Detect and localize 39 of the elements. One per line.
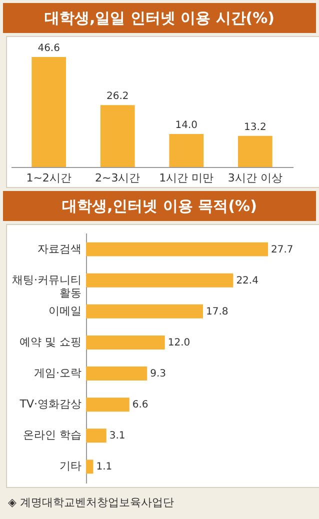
text: ◈ 계명대학교벤처창업보육사업단 — [7, 495, 175, 511]
x-tick-label: 2~3시간 — [95, 172, 140, 184]
bar — [86, 304, 203, 318]
y-tick-label: 온라인 학습 — [23, 428, 82, 442]
data-label: 26.2 — [106, 91, 129, 102]
bar — [238, 136, 272, 167]
data-label: 1.1 — [96, 462, 112, 473]
data-label: 46.6 — [38, 43, 60, 54]
data-label: 27.7 — [271, 244, 294, 256]
bar — [86, 273, 234, 288]
data-label: 13.2 — [244, 122, 266, 133]
bar — [86, 460, 94, 474]
data-label: 12.0 — [168, 337, 190, 348]
x-tick-label: 1~2시간 — [26, 172, 72, 184]
bar — [86, 242, 268, 256]
y-tick-label: 기타 — [60, 460, 82, 473]
x-tick-label: 1시간 미만 — [159, 172, 214, 184]
y-tick-label: 자료검색 — [38, 242, 82, 256]
bar — [32, 57, 66, 167]
bar — [86, 335, 165, 350]
chart-title: 대학생,인터넷 이용 목적(%) — [3, 191, 316, 221]
bar — [169, 134, 204, 167]
chart-title: 대학생,일일 인터넷 이용 시간(%) — [3, 3, 316, 33]
y-tick-label: 게임·오락 — [34, 366, 82, 380]
data-label: 9.3 — [150, 368, 166, 380]
data-label: 22.4 — [236, 275, 258, 286]
data-label: 6.6 — [132, 400, 148, 411]
data-label: 3.1 — [109, 430, 126, 442]
bar — [86, 398, 130, 412]
bar — [100, 105, 135, 167]
bar — [86, 366, 148, 381]
y-tick-label: 예약 및 쇼핑 — [20, 335, 82, 348]
data-label: 14.0 — [175, 120, 198, 131]
bar — [86, 428, 106, 443]
y-tick-label: 채팅·커뮤니티 활동 — [12, 273, 82, 300]
y-tick-label: 이메일 — [48, 304, 82, 318]
x-tick-label: 3시간 이상 — [228, 172, 282, 184]
y-tick-label: TV·영화감상 — [18, 398, 82, 411]
data-label: 17.8 — [206, 306, 228, 318]
